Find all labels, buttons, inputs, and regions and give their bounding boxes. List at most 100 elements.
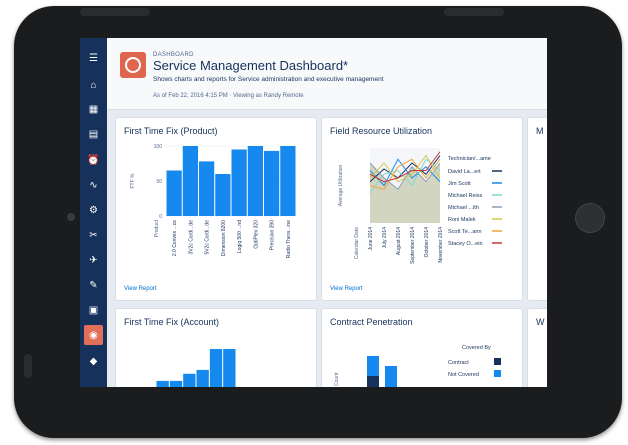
pulse-icon[interactable]: ∿: [89, 179, 98, 191]
legend-label: Stacey O...ein: [448, 241, 483, 247]
tablet-button-left: [24, 354, 32, 378]
series-line: [369, 158, 441, 187]
card-partial-right: M: [527, 117, 547, 301]
legend-swatch: [494, 358, 501, 365]
card-ftf-product: First Time Fix (Product) 0 50 100 FTF % 2.0 …: [115, 117, 317, 301]
menu-icon[interactable]: ☰: [89, 52, 98, 64]
x-tick-label: November 2014: [438, 227, 444, 263]
bar: [231, 149, 247, 216]
bar: [247, 146, 263, 216]
clipboard-icon[interactable]: ▣: [88, 304, 99, 316]
card-ftf-account: First Time Fix (Account): [115, 308, 317, 387]
wrench-icon[interactable]: ✎: [89, 279, 98, 291]
screen: ☰ ⌂ ▦ ▤ ⏰ ∿ ⚙ ✂ ✈ ✎ ▣ ◉ ◆ DASHBOARD Service Manageme…: [80, 38, 547, 387]
x-axis-label: Calendar Date: [354, 227, 360, 259]
card-partial-right-bottom: W: [527, 308, 547, 387]
x-tick-label: Precision 390: [270, 220, 276, 251]
bar: [223, 349, 236, 387]
page-title: Service Management Dashboard*: [153, 58, 349, 73]
bar-segment: [367, 376, 379, 387]
y-axis-label: FTF %: [130, 173, 136, 189]
x-tick-label: September 2014: [410, 227, 416, 264]
legend-label: David La...ert: [448, 169, 481, 175]
series-line: [369, 158, 441, 190]
chart-contract-penetration: Account Count Covered By Contract Not Cover…: [334, 345, 501, 387]
dashboard-icon[interactable]: ◉: [84, 325, 103, 345]
diamond-icon[interactable]: ◆: [89, 355, 98, 367]
as-of-timestamp: As of Feb 22, 2016 4:15 PM · Viewing as …: [153, 93, 304, 99]
series-line: [369, 155, 441, 183]
calendar-icon[interactable]: ▦: [88, 103, 99, 115]
x-tick-label: OptiPlex 320: [253, 220, 259, 249]
bar: [209, 349, 223, 387]
x-tick-label: 3V2c Cardi...de: [188, 220, 194, 255]
legend-label: Michael Reiss: [448, 193, 482, 199]
report-icon[interactable]: ▤: [88, 128, 99, 140]
x-tick-label: October 2014: [424, 227, 430, 258]
x-tick-label: Radio Thera...ine: [286, 220, 292, 258]
bar: [264, 150, 280, 216]
view-report-link[interactable]: View Report: [330, 286, 363, 292]
y-axis-label: Average Utilization: [338, 164, 344, 206]
x-tick-label: 2.0 Convex ...ce: [172, 220, 178, 256]
bar-segment: [385, 366, 397, 387]
y-tick-label: 50: [156, 179, 162, 185]
eyebrow-label: DASHBOARD: [153, 52, 194, 58]
main-content: DASHBOARD Service Management Dashboard* …: [107, 38, 547, 387]
camera-icon: [67, 213, 75, 221]
bar: [166, 170, 182, 216]
x-axis-label: Product: [154, 219, 160, 237]
bar: [169, 380, 183, 387]
tablet-button-top-right: [444, 8, 504, 16]
card-title: First Time Fix (Product): [124, 126, 218, 136]
tools-icon[interactable]: ✂: [89, 229, 98, 241]
legend-title: Covered By: [462, 345, 491, 351]
dashboard-header: DASHBOARD Service Management Dashboard* …: [107, 38, 547, 110]
chart-ftf-account: [156, 349, 236, 387]
flight-icon[interactable]: ✈: [89, 254, 98, 266]
tablet-button-top: [80, 8, 150, 16]
legend-label: Roni Malek: [448, 217, 476, 223]
card-title: W: [536, 317, 545, 327]
view-report-link[interactable]: View Report: [124, 286, 157, 292]
card-title: Field Resource Utilization: [330, 126, 433, 136]
bar: [280, 146, 296, 216]
card-title: Contract Penetration: [330, 317, 413, 327]
chart-ftf-product: 0 50 100 FTF % 2.0 Convex ...ce 3V2c Cardi...…: [130, 144, 296, 258]
home-button[interactable]: [575, 203, 605, 233]
legend-label: Not Covered: [448, 372, 479, 378]
bar: [199, 161, 215, 216]
legend-label: Michael ...lth: [448, 205, 479, 211]
card-title: M: [536, 126, 544, 136]
series-line: [369, 154, 441, 183]
legend-swatch: [494, 370, 501, 377]
x-tick-label: June 2014: [368, 227, 374, 251]
bar: [156, 380, 169, 387]
legend-label: Jim Scott: [448, 181, 471, 187]
card-field-resource: Field Resource Utilization Average Utili…: [321, 117, 523, 301]
side-navigation: ☰ ⌂ ▦ ▤ ⏰ ∿ ⚙ ✂ ✈ ✎ ▣ ◉ ◆: [80, 38, 107, 387]
series-line: [369, 151, 441, 183]
home-icon[interactable]: ⌂: [90, 79, 97, 91]
y-axis-label: Account Count: [334, 372, 340, 387]
card-contract-penetration: Contract Penetration Account Count Covere…: [321, 308, 523, 387]
bar: [196, 369, 209, 387]
page-subtitle: Shows charts and reports for Service adm…: [153, 76, 384, 83]
x-tick-label: August 2014: [396, 227, 402, 255]
bar-segment: [367, 356, 379, 376]
y-tick-label: 0: [159, 214, 162, 220]
x-tick-label: July 2014: [382, 227, 388, 249]
settings-icon[interactable]: ⚙: [89, 204, 98, 216]
x-tick-label: 5V2c Cardi...de: [205, 220, 211, 255]
x-tick-label: Dimension 8200: [221, 220, 227, 256]
y-tick-label: 100: [154, 144, 163, 150]
alarm-icon[interactable]: ⏰: [87, 154, 100, 166]
bar: [182, 146, 198, 216]
chart-field-resource: Average Utilization June 2014 July 2014 Aug…: [338, 148, 502, 264]
bar: [183, 373, 196, 387]
legend-label: Scott Te...ann: [448, 229, 482, 235]
x-tick-label: Logiq 500 ...nd: [237, 220, 243, 253]
dashboard-icon: [120, 52, 146, 78]
legend-label: Contract: [448, 360, 469, 366]
card-title: First Time Fix (Account): [124, 317, 220, 327]
